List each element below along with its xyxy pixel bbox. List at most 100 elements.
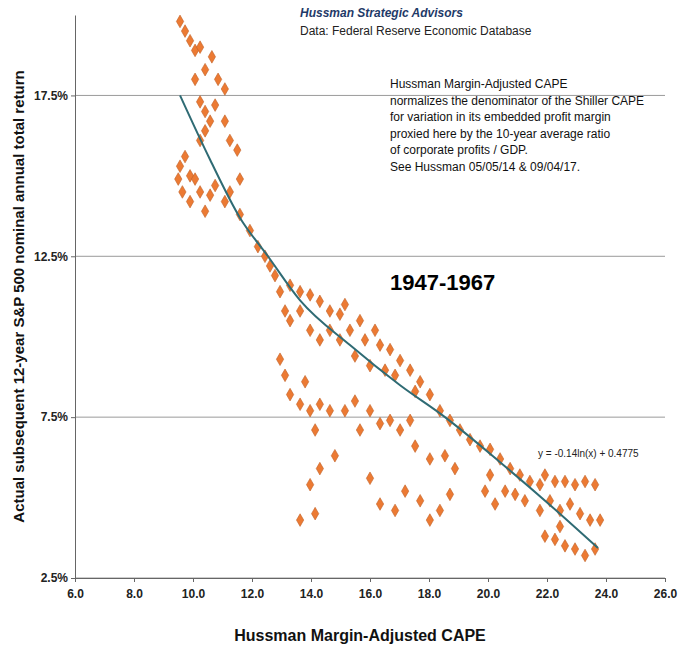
point [346,324,353,337]
point [596,514,603,527]
point [581,549,588,562]
point [361,334,368,347]
point [201,105,208,118]
x-tick-mark [665,578,666,582]
point [326,404,333,417]
period-label: 1947-1967 [390,270,495,295]
note-line: normalizes the denominator of the Shille… [390,94,644,108]
point [396,354,403,367]
point [501,485,508,498]
x-tick-label: 6.0 [67,587,84,601]
point [571,543,578,556]
point [296,305,303,318]
x-tick-mark [75,578,76,582]
note-line: for variation in its embedded profit mar… [390,110,611,124]
point [286,314,293,327]
point [541,469,548,482]
grid [75,95,665,578]
point [201,205,208,218]
point [396,424,403,437]
point [376,417,383,430]
point [411,440,418,453]
x-tick: 12.0 [241,578,265,601]
x-tick-label: 22.0 [536,587,560,601]
y-tick-mark [71,256,75,257]
point [391,504,398,517]
x-tick-label: 14.0 [300,587,324,601]
x-tick-mark [370,578,371,582]
x-tick: 24.0 [595,578,619,601]
point [351,395,358,408]
x-tick-mark [193,578,194,582]
y-axis: 2.5%7.5%12.5%17.5% [34,16,76,586]
point [331,449,338,462]
point [591,478,598,491]
x-tick: 8.0 [126,578,143,601]
point [276,285,283,298]
point [281,305,288,318]
point [211,99,218,112]
trend-line [180,95,598,548]
point [234,144,241,157]
point [301,375,308,388]
x-tick: 10.0 [182,578,206,601]
point [336,308,343,321]
point [196,186,203,199]
y-tick: 2.5% [41,571,75,585]
note-line: Hussman Margin-Adjusted CAPE [390,77,567,91]
point [426,453,433,466]
note-line: of corporate profits / GDP. [390,143,528,157]
y-tick-mark [71,578,75,579]
chart: 2.5%7.5%12.5%17.5%6.08.010.012.014.016.0… [0,0,693,656]
point [536,504,543,517]
y-tick: 17.5% [34,89,75,103]
point [356,424,363,437]
x-tick: 16.0 [359,578,383,601]
x-tick: 14.0 [300,578,324,601]
point [214,73,221,86]
point [326,305,333,318]
x-tick-label: 8.0 [126,587,143,601]
point [211,179,218,192]
x-tick-label: 16.0 [359,587,383,601]
point [486,469,493,482]
point [276,353,283,366]
point [341,298,348,311]
point [306,324,313,337]
point [176,160,183,173]
point [576,507,583,520]
point [436,504,443,517]
x-tick: 18.0 [418,578,442,601]
point [306,289,313,302]
point [426,388,433,401]
point [586,514,593,527]
point [536,478,543,491]
point [551,475,558,488]
point [306,404,313,417]
x-tick-label: 20.0 [477,587,501,601]
point [316,462,323,475]
x-tick-mark [547,578,548,582]
point [521,494,528,507]
point [556,520,563,533]
point [406,414,413,427]
x-tick-label: 24.0 [595,587,619,601]
point [366,404,373,417]
x-tick-label: 10.0 [182,587,206,601]
point [316,295,323,308]
title: Hussman Strategic Advisors [300,6,463,20]
point [441,449,448,462]
y-axis-line [75,16,76,579]
equation: y = -0.14ln(x) + 0.4775 [538,448,639,459]
point [417,494,424,507]
point [201,63,208,76]
x-tick-mark [311,578,312,582]
y-axis-title: Actual subsequent 12-year S&P 500 nomina… [10,70,27,522]
x-axis: 6.08.010.012.014.016.018.020.022.024.026… [67,578,677,601]
y-tick-mark [71,417,75,418]
point [226,134,233,147]
point [201,125,208,138]
point [366,472,373,485]
y-tick-label: 7.5% [41,410,69,424]
x-tick: 20.0 [477,578,501,601]
